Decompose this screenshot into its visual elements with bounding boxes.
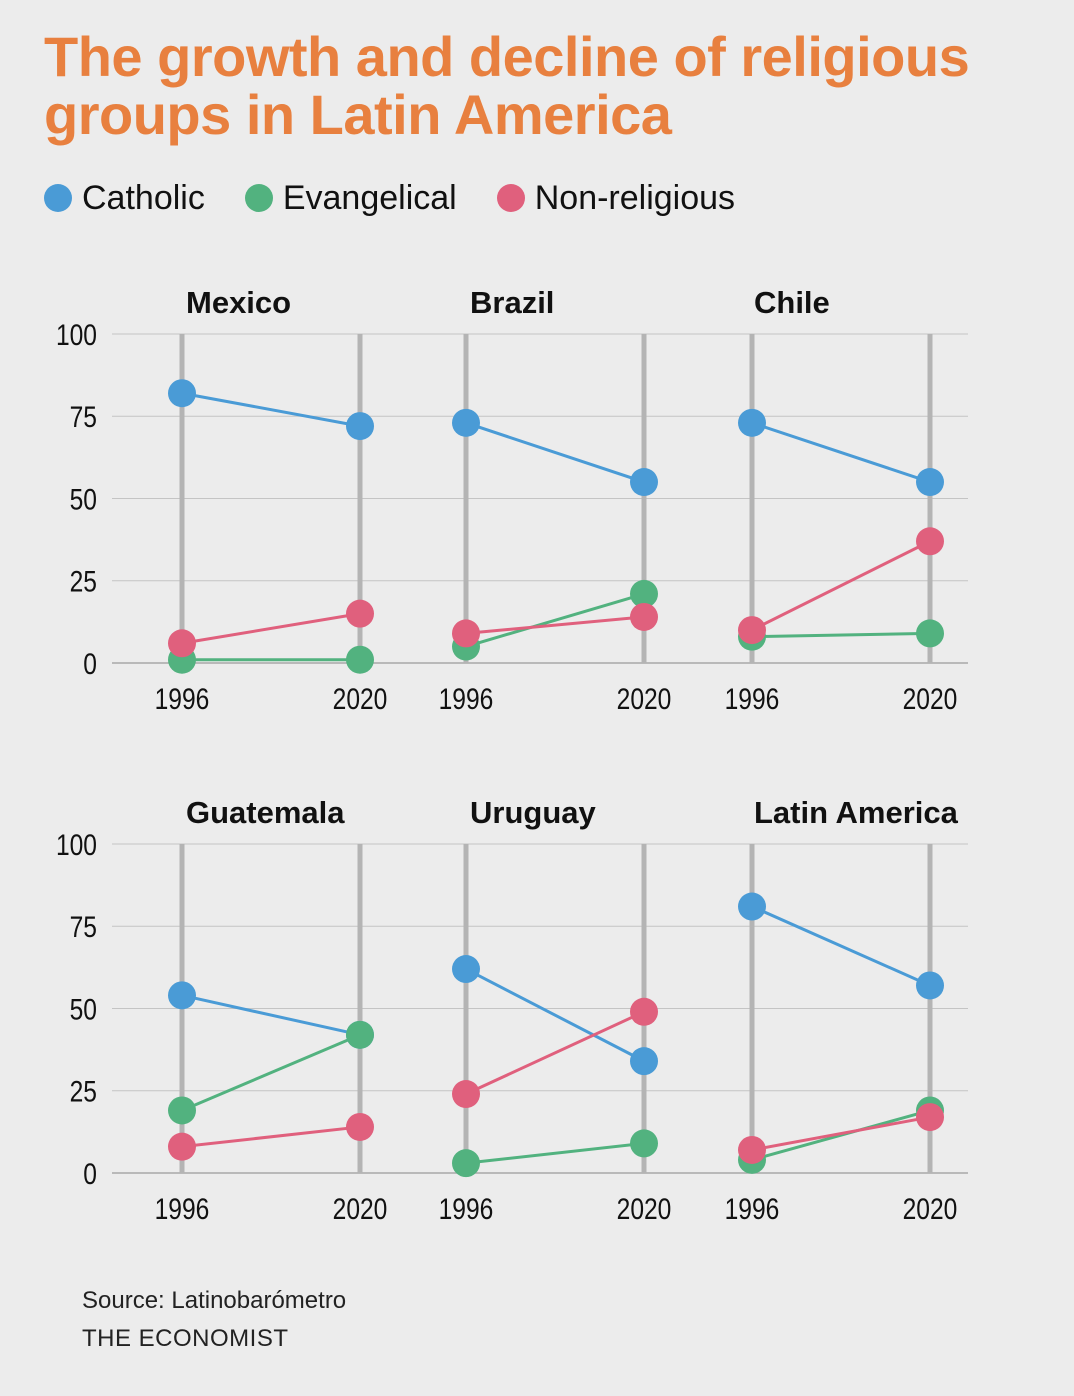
point-catholic-1996-brazil xyxy=(452,408,480,437)
panel-title-mexico: Mexico xyxy=(186,285,291,320)
point-evangelical-2020-brazil xyxy=(630,579,658,608)
point-non-religious-1996-uruguay xyxy=(452,1080,480,1109)
point-non-religious-2020-brazil xyxy=(630,602,658,631)
x-tick-label-mexico: 1996 xyxy=(155,682,210,716)
y-tick-label: 100 xyxy=(56,318,97,352)
point-non-religious-1996-guatemala xyxy=(168,1132,196,1161)
y-tick-label: 75 xyxy=(70,400,97,434)
series-line-evangelical-uruguay xyxy=(465,1141,645,1165)
footer: Source: Latinobarómetro THE ECONOMIST xyxy=(82,1286,346,1354)
series-line-catholic-guatemala xyxy=(181,993,361,1037)
brand-name: THE ECONOMIST xyxy=(82,1325,289,1352)
legend: Catholic Evangelical Non-religious xyxy=(44,176,775,220)
x-tick-label-chile: 1996 xyxy=(725,682,780,716)
x-tick-label-brazil: 1996 xyxy=(439,682,494,716)
y-tick-label: 75 xyxy=(70,910,97,944)
panel-title-uruguay: Uruguay xyxy=(470,795,597,830)
point-catholic-2020-uruguay xyxy=(630,1047,658,1076)
y-tick-label: 0 xyxy=(83,1157,97,1191)
point-non-religious-2020-latin-america xyxy=(916,1103,944,1132)
series-line-catholic-mexico xyxy=(181,391,361,428)
series-line-evangelical-latin-america xyxy=(751,1109,931,1162)
point-non-religious-2020-chile xyxy=(916,527,944,556)
x-tick-label-uruguay: 2020 xyxy=(617,1192,672,1226)
point-evangelical-2020-guatemala xyxy=(346,1020,374,1049)
point-evangelical-2020-chile xyxy=(916,619,944,648)
point-catholic-1996-guatemala xyxy=(168,981,196,1010)
y-tick-label: 25 xyxy=(70,564,97,598)
point-evangelical-1996-guatemala xyxy=(168,1096,196,1125)
point-evangelical-2020-mexico xyxy=(346,645,374,674)
point-non-religious-1996-chile xyxy=(738,616,766,645)
point-catholic-1996-latin-america xyxy=(738,892,766,921)
x-tick-label-guatemala: 2020 xyxy=(333,1192,388,1226)
series-line-catholic-chile xyxy=(751,421,931,484)
point-catholic-1996-chile xyxy=(738,408,766,437)
y-tick-label: 50 xyxy=(70,992,97,1026)
panel-title-chile: Chile xyxy=(754,285,830,320)
y-tick-label: 100 xyxy=(56,828,97,862)
x-tick-label-mexico: 2020 xyxy=(333,682,388,716)
series-line-catholic-uruguay xyxy=(465,967,645,1063)
legend-label-evangelical: Evangelical xyxy=(282,178,457,217)
x-tick-label-latin-america: 1996 xyxy=(725,1192,780,1226)
legend-dot-non-religious xyxy=(496,184,525,212)
legend-label-non-religious: Non-religious xyxy=(534,178,736,217)
legend-item-catholic: Catholic xyxy=(44,179,205,218)
series-line-non-religious-mexico xyxy=(181,612,361,645)
point-evangelical-2020-uruguay xyxy=(630,1129,658,1158)
point-non-religious-1996-latin-america xyxy=(738,1135,766,1164)
legend-dot-evangelical xyxy=(244,184,273,212)
point-catholic-2020-brazil xyxy=(630,468,658,497)
chart-title: The growth and decline of religious grou… xyxy=(44,25,970,146)
series-line-non-religious-latin-america xyxy=(751,1115,931,1152)
point-catholic-1996-mexico xyxy=(168,379,196,408)
panel-title-guatemala: Guatemala xyxy=(186,795,345,830)
legend-dot-catholic xyxy=(44,184,72,212)
point-catholic-2020-mexico xyxy=(346,412,374,441)
y-tick-label: 0 xyxy=(83,647,97,681)
series-line-catholic-latin-america xyxy=(751,905,931,987)
series-line-non-religious-brazil xyxy=(465,615,645,635)
series-line-evangelical-chile xyxy=(751,631,931,639)
x-tick-label-chile: 2020 xyxy=(903,682,958,716)
point-non-religious-1996-brazil xyxy=(452,619,480,648)
x-tick-label-brazil: 2020 xyxy=(617,682,672,716)
point-catholic-1996-uruguay xyxy=(452,955,480,984)
series-line-non-religious-chile xyxy=(751,539,931,632)
point-catholic-2020-chile xyxy=(916,468,944,497)
y-tick-label: 25 xyxy=(70,1074,97,1108)
x-tick-label-uruguay: 1996 xyxy=(439,1192,494,1226)
point-catholic-2020-latin-america xyxy=(916,971,944,1000)
legend-label-catholic: Catholic xyxy=(82,178,205,217)
y-tick-label: 50 xyxy=(70,482,97,516)
source-note: Source: Latinobarómetro xyxy=(82,1287,347,1314)
point-non-religious-1996-mexico xyxy=(168,629,196,658)
x-tick-label-guatemala: 1996 xyxy=(155,1192,210,1226)
point-non-religious-2020-guatemala xyxy=(346,1112,374,1141)
legend-item-evangelical: Evangelical xyxy=(244,178,457,218)
series-line-evangelical-brazil xyxy=(465,592,645,648)
point-non-religious-2020-mexico xyxy=(346,599,374,628)
panel-title-latin-america: Latin America xyxy=(754,795,959,830)
point-evangelical-1996-uruguay xyxy=(452,1149,480,1178)
series-line-non-religious-guatemala xyxy=(181,1125,361,1149)
series-line-catholic-brazil xyxy=(465,421,645,484)
series-line-evangelical-guatemala xyxy=(181,1033,361,1112)
x-tick-label-latin-america: 2020 xyxy=(903,1192,958,1226)
point-non-religious-2020-uruguay xyxy=(630,997,658,1026)
panel-title-brazil: Brazil xyxy=(470,285,554,320)
legend-item-non-religious: Non-religious xyxy=(496,178,736,218)
series-line-non-religious-uruguay xyxy=(465,1010,645,1096)
